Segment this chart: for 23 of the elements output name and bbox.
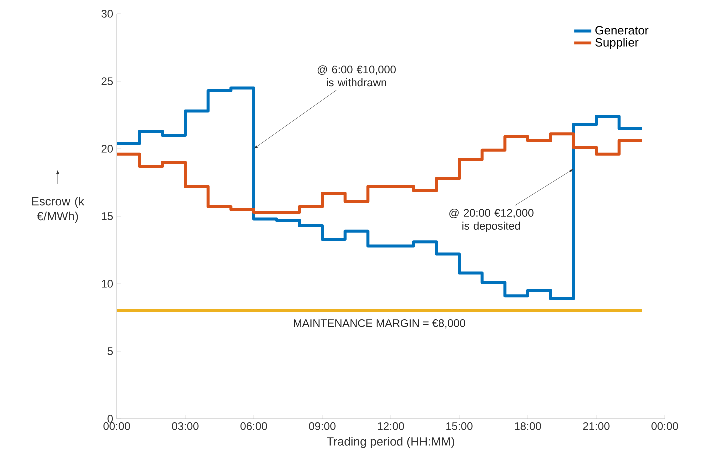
y-tick-label: 30 (102, 10, 114, 18)
y-tick-label: 15 (102, 212, 114, 220)
ref-line-label: MAINTENANCE MARGIN = €8,000 (294, 320, 466, 329)
y-tick-label: 20 (102, 145, 114, 153)
x-tick-label: 12:00 (378, 422, 404, 430)
x-tick-label: 00:00 (104, 422, 130, 430)
annotation: @ 6:00 €10,000 is withdrawn (318, 66, 396, 87)
y-tick-label: 5 (108, 348, 114, 356)
x-tick-label: 06:00 (240, 422, 268, 430)
y-tick-label: 10 (102, 280, 114, 288)
x-tick-label: 18:00 (515, 422, 542, 430)
x-tick-label: 15:00 (446, 422, 473, 430)
x-axis-title: Trading period (HH:MM) (327, 437, 454, 448)
legend-label: Generator (596, 26, 649, 35)
x-tick-label: 03:00 (172, 422, 199, 430)
x-tick-label: 21:00 (583, 422, 610, 430)
x-tick-label: 09:00 (309, 422, 336, 430)
annotation: @ 20:00 €12,000 is deposited (450, 208, 534, 232)
y-tick-label: 0 (108, 415, 114, 423)
y-axis-title: Escrow (k €/MWh) (32, 196, 85, 224)
x-tick-label: 00:00 (652, 422, 678, 430)
y-tick-label: 25 (102, 78, 114, 86)
legend-label: Supplier (596, 38, 639, 50)
